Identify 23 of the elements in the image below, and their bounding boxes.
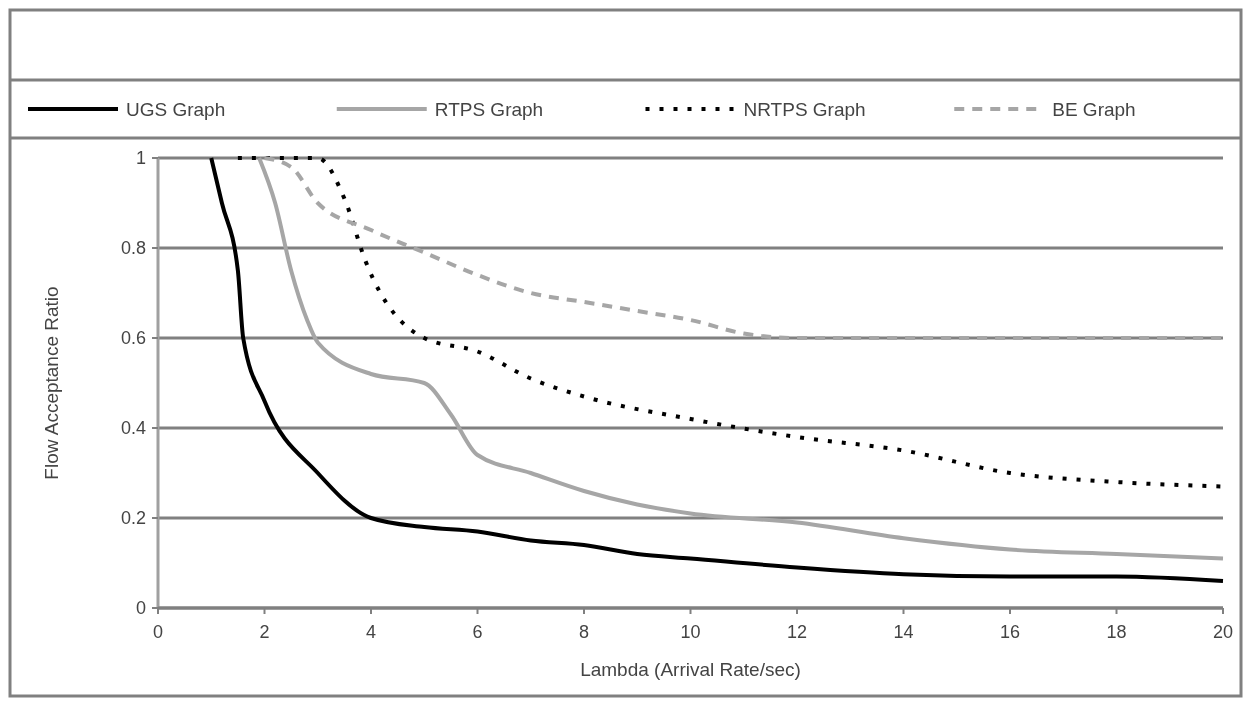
- x-tick-label: 12: [786, 622, 808, 642]
- x-tick-label: 8: [578, 622, 590, 642]
- x-tick-label: 14: [893, 622, 914, 642]
- legend-label: NRTPS Graph: [743, 99, 866, 120]
- legend-label: RTPS Graph: [434, 99, 544, 120]
- y-tick-label: 0.4: [120, 418, 146, 438]
- x-tick-label: 0: [152, 622, 164, 642]
- x-tick-label: 4: [365, 622, 377, 642]
- x-tick-label: 16: [999, 622, 1021, 642]
- x-tick-label: 18: [1106, 622, 1127, 642]
- x-tick-label: 2: [259, 622, 270, 642]
- x-tick-label: 10: [680, 622, 701, 642]
- y-tick-label: 0: [135, 598, 146, 618]
- x-tick-label: 6: [472, 622, 483, 642]
- x-tick-label: 20: [1212, 622, 1234, 642]
- y-tick-label: 1: [135, 148, 146, 168]
- x-axis-title: Lambda (Arrival Rate/sec): [580, 659, 801, 680]
- y-tick-label: 0.8: [120, 238, 146, 258]
- y-tick-label: 0.6: [120, 328, 146, 348]
- y-tick-label: 0.2: [120, 508, 146, 528]
- legend-label: UGS Graph: [126, 99, 226, 120]
- legend-label: BE Graph: [1052, 99, 1136, 120]
- y-axis-title: Flow Acceptance Ratio: [41, 286, 62, 480]
